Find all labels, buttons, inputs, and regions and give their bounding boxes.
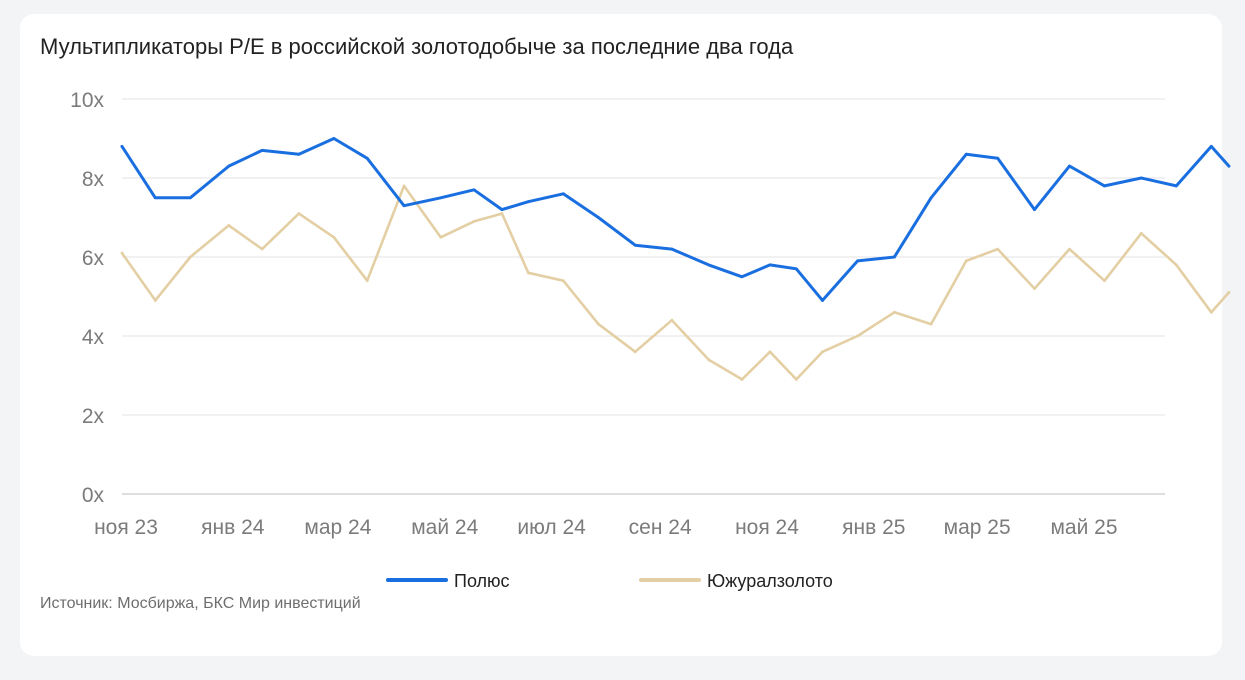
data-point [929,322,933,326]
data-point [1068,247,1071,251]
x-tick-label: янв 24 [201,516,265,539]
y-tick-label: 2x [82,405,105,428]
series-line-polyus [120,137,1231,302]
x-tick-label: мар 24 [304,516,371,539]
data-point [794,378,798,381]
data-point [856,259,859,263]
data-point [964,152,968,156]
data-point [892,310,896,314]
data-point [561,192,565,196]
x-tick-label: май 25 [1050,516,1117,539]
data-point [1227,164,1231,168]
data-point [1103,279,1106,283]
data-point [1174,263,1178,267]
data-point [996,247,1000,251]
data-point [332,235,336,239]
x-tick-label: ноя 24 [735,516,799,539]
data-point [561,279,565,283]
legend-label: Южуралзолото [707,571,833,591]
data-point [821,350,824,354]
x-tick-label: янв 25 [842,516,905,539]
data-point [153,299,157,302]
data-point [633,350,637,354]
x-tick-label: май 24 [411,516,478,539]
data-point [964,259,968,263]
x-tick-label: ноя 23 [94,516,158,539]
data-point [297,152,301,156]
chart-title: Мультипликаторы P/E в российской золотод… [40,34,794,59]
data-point [929,196,933,200]
data-point [1174,184,1178,188]
data-point [260,247,264,251]
x-tick-label: сен 24 [629,516,692,539]
data-point [227,164,231,168]
x-tick-label: июл 24 [517,516,586,539]
data-point [260,148,264,152]
data-point [1227,291,1231,294]
data-point [227,224,231,227]
data-point [707,263,711,267]
data-point [365,156,369,160]
data-point [996,156,1000,160]
data-point [1068,164,1071,168]
data-point [526,271,530,275]
data-point [596,216,600,219]
data-point [1209,310,1213,314]
data-point [740,275,744,279]
y-tick-label: 8x [82,168,105,191]
data-point [188,255,192,259]
data-point [1103,184,1106,188]
data-point [768,350,772,354]
data-point [1033,287,1036,290]
data-point [670,318,674,322]
x-tick-label: мар 25 [944,516,1011,539]
y-tick-label: 6x [82,247,105,270]
data-point [439,196,443,200]
data-point [500,212,504,215]
data-point [633,243,637,247]
data-point [794,267,798,271]
data-point [856,334,859,338]
data-point [1139,176,1143,180]
data-point [707,358,711,362]
data-point [740,378,744,381]
data-point [1209,145,1213,148]
y-tick-label: 4x [82,326,105,349]
data-point [1033,208,1036,212]
data-point [526,200,530,204]
data-point [768,263,772,267]
data-point [188,196,192,200]
data-point [670,247,674,251]
data-point [821,299,824,302]
data-point [439,235,443,239]
data-point [472,220,476,223]
legend-label: Полюс [454,571,510,591]
data-point [500,208,504,212]
data-point [402,204,406,208]
source-note: Источник: Мосбиржа, БКС Мир инвестиций [40,595,361,612]
chart-card [20,14,1222,656]
data-point [472,188,476,192]
data-point [297,212,301,215]
data-point [596,322,600,326]
data-point [1139,231,1143,235]
data-point [153,196,157,200]
y-tick-label: 10x [70,89,104,112]
series-line-yuzhuralzoloto [120,184,1231,381]
data-point [402,184,406,188]
y-tick-label: 0x [82,484,105,507]
data-point [120,251,124,255]
data-point [365,279,369,283]
data-point [120,145,124,148]
data-point [892,255,896,259]
data-point [332,137,336,140]
